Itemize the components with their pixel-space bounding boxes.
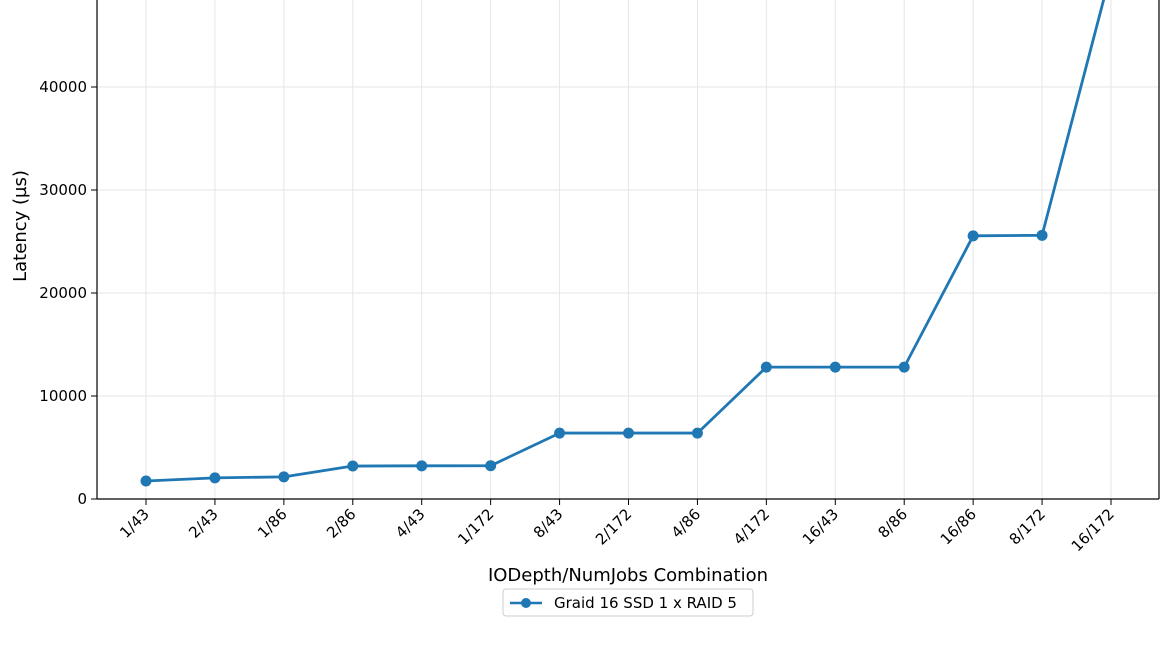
legend: Graid 16 SSD 1 x RAID 5 [502,588,754,617]
tick-labels: 1/43 2/43 1/86 2/86 4/43 1/172 8/43 2/172 4/86 4/… [39,78,1118,555]
y-tick-label: 20000 [39,284,87,302]
data-point [278,471,290,483]
legend-marker-icon [521,598,531,608]
x-tick-label: 8/172 [1006,505,1049,548]
series-layer [140,0,1106,487]
data-point [140,475,152,487]
data-point [691,427,703,439]
data-point [1036,229,1048,241]
x-tick-label: 2/43 [185,505,222,542]
y-axis-label: Latency (µs) [10,170,31,282]
data-point [898,361,910,373]
data-point [829,361,841,373]
x-tick-label: 2/86 [323,505,360,542]
y-tick-label: 10000 [39,387,87,405]
y-tick-label: 30000 [39,181,87,199]
data-point [485,460,497,472]
data-point [760,361,772,373]
x-tick-label: 4/86 [668,505,705,542]
x-tick-label: 1/43 [116,505,153,542]
legend-entry: Graid 16 SSD 1 x RAID 5 [554,594,737,612]
x-tick-label: 16/43 [799,505,842,548]
legend-box [502,588,754,617]
x-tick-label: 8/86 [874,505,911,542]
data-point [416,460,428,472]
x-tick-label: 4/43 [392,505,429,542]
data-point [623,427,634,439]
axes [91,0,1160,505]
x-tick-label: 16/86 [937,505,980,548]
y-tick-label: 0 [77,490,87,508]
grid [97,0,1159,500]
x-axis-label: IODepth/NumJobs Combination [488,565,768,586]
x-tick-label: 1/172 [454,505,497,548]
data-point [347,460,359,472]
data-point [209,472,221,484]
x-tick-label: 1/86 [254,505,291,542]
data-point [554,427,566,439]
x-tick-label: 4/172 [730,505,773,548]
x-tick-label: 8/43 [530,505,567,542]
x-tick-label: 2/172 [592,505,635,548]
x-tick-label: 16/172 [1068,505,1118,555]
y-tick-label: 40000 [39,78,87,96]
data-point [967,230,979,242]
